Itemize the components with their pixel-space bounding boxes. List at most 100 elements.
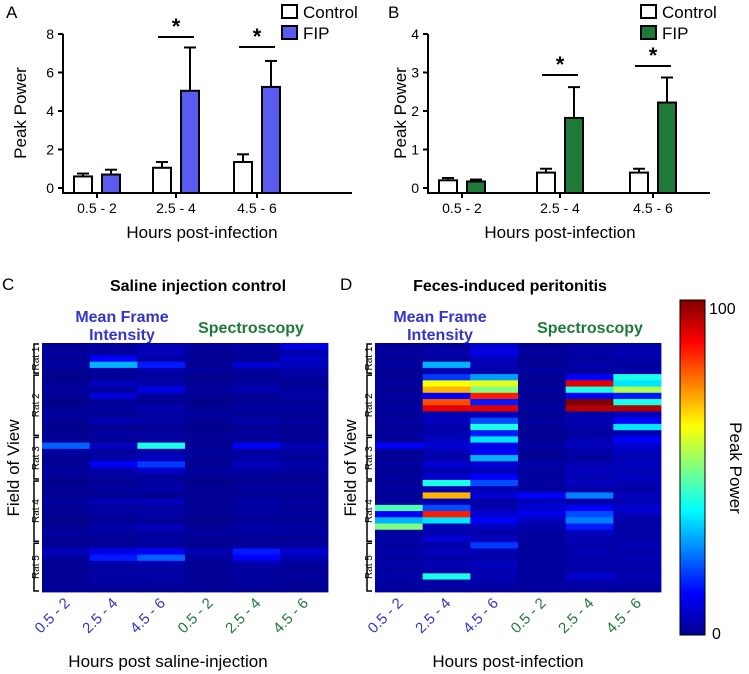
heatmap-d-cell bbox=[422, 567, 471, 574]
heatmap-d-cell bbox=[375, 386, 424, 394]
chart-b-xtick-label: 4.5 - 6 bbox=[633, 200, 673, 216]
heatmap-c-cell bbox=[232, 517, 281, 524]
heatmap-c-cell bbox=[137, 423, 186, 431]
legend-a-control-label: Control bbox=[303, 3, 358, 22]
heatmap-c-cell bbox=[280, 349, 329, 356]
heatmap-c-cell bbox=[232, 560, 281, 568]
heatmap-c-cell bbox=[185, 355, 234, 363]
heatmap-d-group-spectroscopy: Spectroscopy bbox=[537, 320, 643, 337]
heatmap-c-cell bbox=[137, 461, 186, 468]
heatmap-d-cell bbox=[565, 442, 614, 450]
heatmap-d-cell bbox=[518, 455, 567, 462]
heatmap-c-cell bbox=[137, 579, 186, 587]
heatmap-c-cell bbox=[137, 386, 186, 394]
heatmap-c-cell bbox=[185, 573, 234, 580]
heatmap-d-cell bbox=[375, 585, 424, 593]
heatmap-c-cell bbox=[89, 504, 138, 512]
heatmap-d-cell bbox=[613, 455, 662, 462]
heatmap-c-cell bbox=[185, 461, 234, 468]
heatmap-d-cell bbox=[518, 548, 567, 556]
heatmap-c-cell bbox=[89, 579, 138, 587]
heatmap-c-cell bbox=[185, 535, 234, 543]
heatmap-c-cell bbox=[42, 579, 91, 587]
heatmap-d-cell bbox=[565, 367, 614, 375]
heatmap-c-cell bbox=[89, 386, 138, 394]
heatmap-c-cell bbox=[137, 361, 186, 369]
heatmap-c-cell bbox=[42, 535, 91, 543]
heatmap-d-cell bbox=[613, 492, 662, 500]
heatmap-d-cell bbox=[375, 380, 424, 387]
heatmap-d-cell bbox=[422, 573, 471, 580]
heatmap-d-cell bbox=[470, 473, 519, 481]
heatmap-c-rat-bracket bbox=[33, 343, 39, 374]
heatmap-c-cell bbox=[280, 548, 329, 556]
chart-b-bar-fip bbox=[657, 101, 677, 194]
heatmap-d-cell bbox=[375, 579, 424, 587]
heatmap-c-cell bbox=[185, 349, 234, 356]
heatmap-d-cell bbox=[422, 442, 471, 450]
heatmap-c-cell bbox=[280, 461, 329, 468]
heatmap-d-cell bbox=[565, 542, 614, 549]
chart-a-ytick-label: 0 bbox=[46, 180, 54, 196]
heatmap-d-cell bbox=[375, 430, 424, 437]
heatmap-c-cell bbox=[137, 343, 186, 350]
heatmap-c-cell bbox=[89, 498, 138, 506]
heatmap-d-cell bbox=[375, 486, 424, 493]
heatmap-d-cell bbox=[470, 467, 519, 475]
heatmap-c-cell bbox=[185, 380, 234, 387]
heatmap-c-cell bbox=[185, 579, 234, 587]
heatmap-c-cell bbox=[42, 479, 91, 487]
panel-letter-d: D bbox=[340, 275, 352, 294]
heatmap-d-cell bbox=[470, 517, 519, 524]
chart-a-significance-star: * bbox=[172, 14, 181, 39]
heatmap-c-cell bbox=[89, 479, 138, 487]
heatmap-c-cell bbox=[232, 511, 281, 518]
heatmap-d-cell bbox=[613, 355, 662, 363]
heatmap-d-cell bbox=[422, 585, 471, 593]
heatmap-c-cell bbox=[280, 430, 329, 437]
heatmap-c-cell bbox=[185, 560, 234, 568]
heatmap-c-cell bbox=[232, 392, 281, 400]
heatmap-c-cell bbox=[232, 554, 281, 562]
heatmap-c-cell bbox=[42, 498, 91, 506]
heatmap-c-cell bbox=[185, 585, 234, 593]
chart-a-ytick-label: 2 bbox=[46, 142, 54, 158]
heatmap-d-cell bbox=[613, 567, 662, 574]
chart-a-bar-control bbox=[73, 175, 93, 194]
heatmap-d-rat-bracket bbox=[366, 374, 372, 437]
heatmap-c-cell bbox=[137, 467, 186, 475]
heatmap-d-cell bbox=[518, 355, 567, 363]
heatmap-c-cell bbox=[280, 529, 329, 537]
heatmap-d-cell bbox=[613, 361, 662, 369]
heatmap-d-cell bbox=[518, 461, 567, 468]
heatmap-d-cell bbox=[518, 573, 567, 580]
heatmap-d-cell bbox=[518, 442, 567, 450]
heatmap-c-cell bbox=[280, 374, 329, 381]
heatmap-c-cell bbox=[280, 386, 329, 394]
chart-a-xlabel: Hours post-infection bbox=[126, 223, 277, 242]
heatmap-c-cell bbox=[137, 492, 186, 500]
heatmap-c-cell bbox=[42, 548, 91, 556]
heatmap-d-group-mfi-line1: Mean Frame bbox=[393, 309, 486, 326]
heatmap-c-cell bbox=[232, 380, 281, 387]
heatmap-d-cell bbox=[613, 386, 662, 394]
heatmap-c-cell bbox=[185, 511, 234, 518]
heatmap-c-cell bbox=[89, 405, 138, 412]
heatmap-c-cell bbox=[42, 405, 91, 412]
heatmap-d-cell bbox=[422, 542, 471, 549]
colorbar-max-label: 100 bbox=[709, 301, 736, 318]
heatmap-d-cell bbox=[613, 461, 662, 468]
heatmap-d-column-label: 0.5 - 2 bbox=[365, 595, 407, 637]
heatmap-c-ylabel: Field of View bbox=[4, 419, 23, 517]
heatmap-c-cell bbox=[185, 374, 234, 381]
heatmap-c-cell bbox=[89, 573, 138, 580]
chart-b-ytick-label: 1 bbox=[411, 142, 419, 158]
heatmap-c-cell bbox=[185, 473, 234, 481]
heatmap-d-rat-label: Rat 1 bbox=[364, 346, 375, 370]
heatmap-c-cell bbox=[185, 367, 234, 375]
heatmap-c-rat-bracket bbox=[33, 436, 39, 480]
heatmap-d-cell bbox=[422, 548, 471, 556]
legend-b-control-swatch bbox=[640, 4, 657, 19]
heatmap-c-cell bbox=[280, 405, 329, 412]
heatmap-c-cell bbox=[42, 423, 91, 431]
